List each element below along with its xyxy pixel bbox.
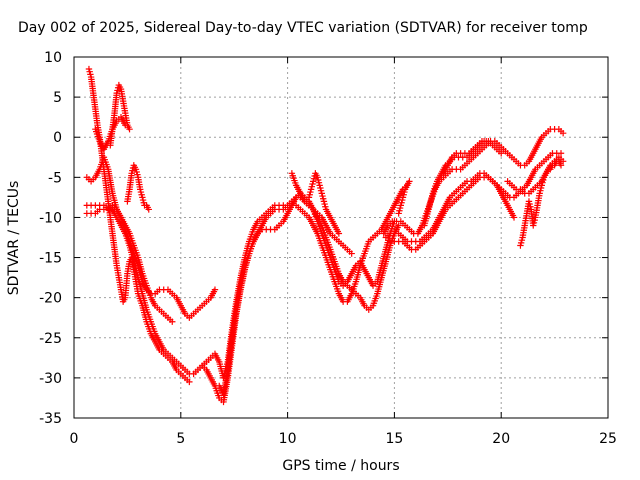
y-tick-label: 5 (53, 90, 62, 106)
series-11 (288, 170, 355, 257)
y-tick-label: -35 (39, 411, 62, 427)
data-point (483, 138, 490, 145)
y-tick-label: -25 (39, 331, 62, 347)
plot-frame (73, 56, 609, 419)
series-15 (386, 174, 518, 253)
y-tick-label: -30 (39, 371, 62, 387)
y-tick-label: -5 (48, 170, 62, 186)
data-point (406, 178, 413, 185)
axis-ticks: 0 5 10 15 20 25 10 5 0 -5 -10 -15 -20 -25 -30 -35 (39, 50, 617, 447)
grid (74, 57, 608, 418)
data-point (211, 286, 219, 293)
series-13 (380, 126, 567, 237)
series-6 (124, 162, 152, 213)
y-tick-label: -15 (39, 251, 62, 267)
data-point (348, 250, 355, 257)
series-2 (83, 202, 227, 382)
series-9 (216, 190, 398, 398)
data-point (557, 162, 565, 169)
y-tick-label: 0 (53, 130, 62, 146)
x-tick-label: 25 (599, 431, 617, 447)
data-point (145, 206, 152, 213)
series-12 (305, 170, 343, 237)
series-3 (83, 202, 219, 321)
x-tick-label: 20 (492, 431, 510, 447)
y-tick-label: -10 (39, 210, 62, 226)
series-5 (107, 81, 133, 149)
data-point (335, 230, 343, 237)
series-19 (517, 158, 565, 249)
data-points (83, 65, 567, 406)
y-tick-label: 10 (44, 50, 62, 66)
x-tick-label: 0 (70, 431, 79, 447)
y-tick-label: -20 (39, 291, 62, 307)
x-tick-label: 15 (385, 431, 403, 447)
series-10 (220, 194, 402, 382)
data-point (559, 130, 567, 137)
series-20 (395, 178, 413, 217)
data-point (126, 126, 133, 133)
x-tick-label: 5 (176, 431, 185, 447)
chart-title: Day 002 of 2025, Sidereal Day-to-day VTE… (18, 20, 588, 36)
series-7 (92, 113, 129, 153)
data-point (498, 150, 505, 157)
x-axis-label: GPS time / hours (282, 458, 399, 474)
data-point (169, 318, 176, 325)
data-point (395, 222, 402, 229)
data-point (122, 121, 129, 129)
data-point (557, 150, 565, 157)
series-17 (440, 138, 490, 177)
series-1 (85, 65, 193, 386)
data-point (510, 214, 518, 221)
series-4 (83, 154, 176, 325)
data-point (186, 378, 193, 386)
y-axis-label: SDTVAR / TECUs (6, 181, 22, 296)
x-tick-label: 10 (279, 431, 297, 447)
